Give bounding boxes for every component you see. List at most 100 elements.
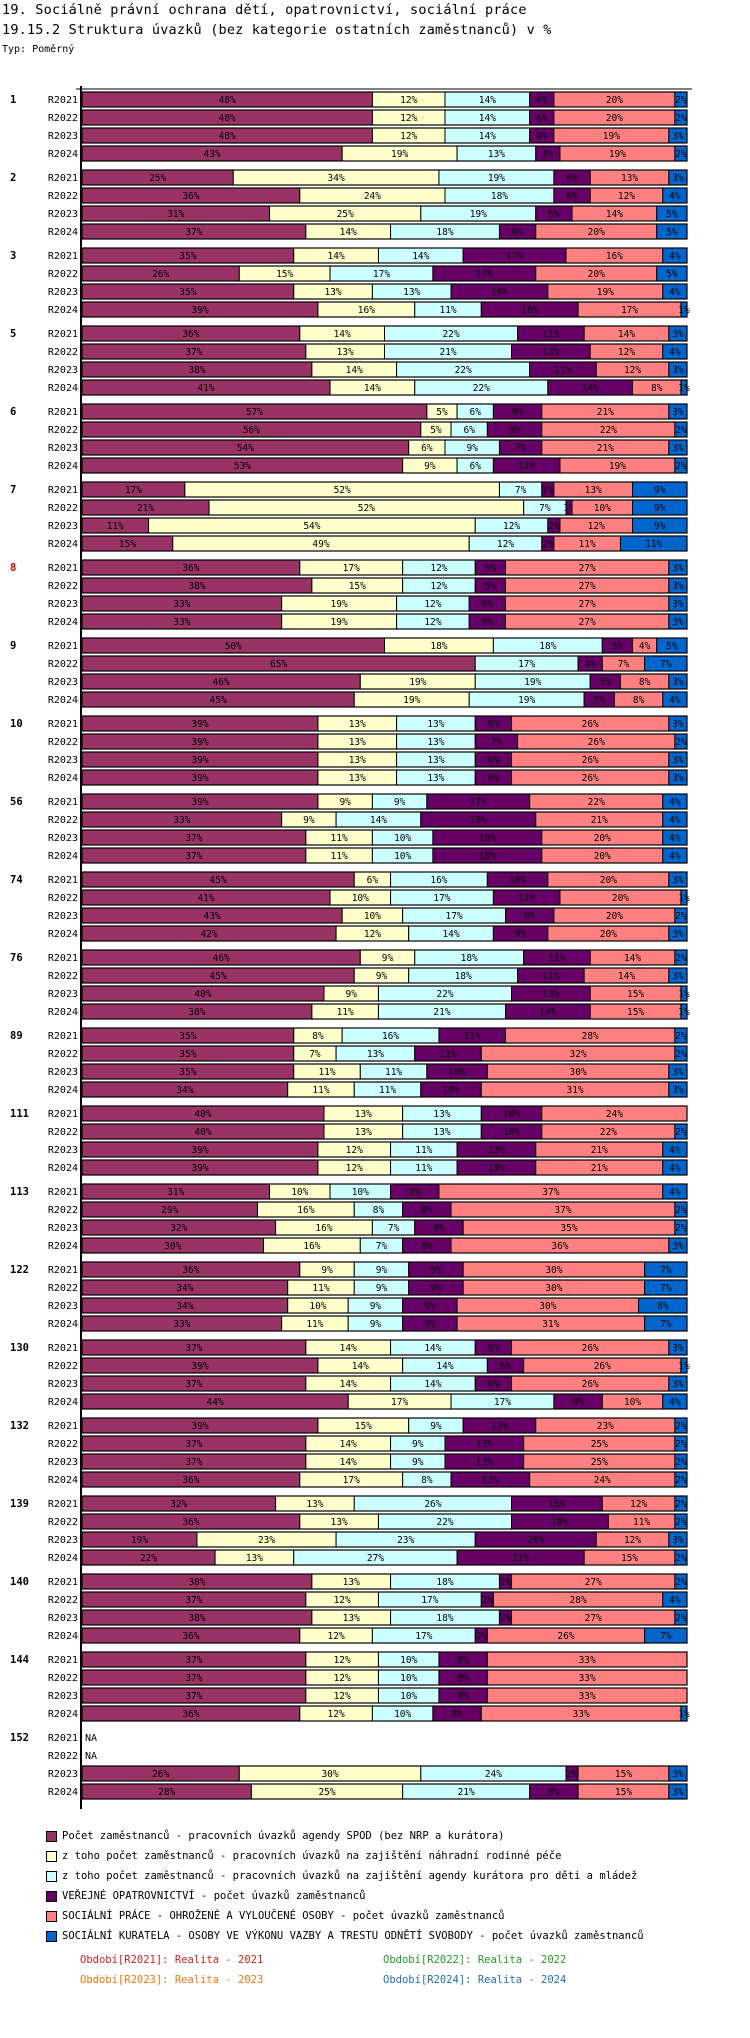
bar-value-label: 13% [476,1457,493,1468]
bar-outline [81,283,688,300]
bar-value-label: 3% [672,719,684,730]
period-label: R2021 [48,95,78,106]
bar-value-label: 13% [355,1109,372,1120]
period-label: R2021 [48,173,78,184]
bar-value-label: 4% [669,347,681,358]
legend-swatch [46,1850,57,1862]
bar-value-label: 18% [436,227,453,238]
bar-value-label: 19% [609,461,626,472]
period-label: R2022 [48,191,78,202]
bar-value-label: 16% [430,875,447,886]
bar-value-label: 34% [176,1301,193,1312]
bar-outline [81,1315,688,1332]
bar-value-label: 13% [427,773,444,784]
bar-value-label: 4% [669,1187,681,1198]
bar-value-label: 14% [618,971,635,982]
bar-value-label: 13% [337,347,354,358]
bar-value-label: 24% [485,1769,502,1780]
legend-swatch [46,1870,57,1882]
bar-value-label: 14% [334,329,351,340]
bar-value-label: 10% [400,1655,417,1666]
bar-value-label: 22% [455,365,472,376]
period-label: R2023 [48,1535,78,1546]
bar-value-label: 15% [119,539,136,550]
bar-value-label: 4% [669,797,681,808]
bar-value-label: 22% [473,383,490,394]
bar-outline [81,187,688,204]
bar-value-label: 2% [675,149,687,160]
bar-value-label: 10% [442,1085,459,1096]
bar-value-label: 38% [188,581,205,592]
bar-value-label: 12% [334,1595,351,1606]
bar-value-label: 27% [579,563,596,574]
period-label: R2022 [48,269,78,280]
bar-value-label: 12% [364,929,381,940]
period-label: R2024 [48,461,78,472]
bar-value-label: 53% [234,461,251,472]
bar-outline [81,361,688,378]
bar-value-label: 12% [624,1535,641,1546]
bar-outline [81,145,688,162]
bar-value-label: 44% [207,1397,224,1408]
period-label: R2022 [48,893,78,904]
bar-value-label: 8% [633,695,645,706]
bar-value-label: 4% [639,641,651,652]
bar-value-label: 12% [328,1631,345,1642]
period-label: R2021 [48,719,78,730]
bar-value-label: 16% [521,305,538,316]
bar-value-label: 13% [324,287,341,298]
bar-value-label: 49% [312,539,329,550]
bar-outline [81,793,688,810]
bar-value-label: 14% [624,953,641,964]
bar-value-label: 14% [424,1343,441,1354]
bar-outline [81,1531,688,1548]
bar-value-label: 37% [185,1343,202,1354]
bar-value-label: 5% [666,641,678,652]
bar-value-label: 16% [358,305,375,316]
bar-value-label: 19% [603,131,620,142]
period-label: R2024 [48,1553,78,1564]
period-label: R2022 [48,737,78,748]
bar-value-label: 33% [173,617,190,628]
bar-value-label: 4% [669,851,681,862]
bar-value-label: 9% [515,929,527,940]
bar-value-label: 13% [349,773,366,784]
bar-value-label: 3% [672,755,684,766]
bar-value-label: 52% [334,485,351,496]
bar-outline [81,1705,688,1722]
period-legend-item: Období[R2023]: Realita - 2023 [80,1974,264,1986]
bar-value-label: 13% [349,719,366,730]
bar-value-label: 21% [591,1163,608,1174]
bar-value-label: 37% [185,1655,202,1666]
bar-value-label: 31% [542,1319,559,1330]
bar-value-label: 20% [600,875,617,886]
bar-value-label: 45% [210,695,227,706]
period-label: R2022 [48,659,78,670]
period-label: R2021 [48,1265,78,1276]
bar-value-label: 21% [433,1007,450,1018]
bar-value-label: 18% [430,641,447,652]
bar-value-label: 36% [182,1265,199,1276]
bar-value-label: 17% [445,911,462,922]
bar-value-label: 5% [612,641,624,652]
bar-outline [81,1105,688,1122]
bar-value-label: 15% [621,1553,638,1564]
legend-label: SOCIÁLNÍ PRÁCE - OHROŽENÉ A VYLOUČENÉ OS… [62,1910,505,1922]
bar-value-label: 41% [197,383,214,394]
period-label: R2022 [48,815,78,826]
bar-value-label: 19% [331,599,348,610]
bar-value-label: 17% [343,1475,360,1486]
bar-value-label: 8% [457,1655,469,1666]
bar-value-label: 1% [678,989,690,1000]
bar-value-label: 3% [672,1787,684,1798]
bar-value-label: 14% [340,1343,357,1354]
bar-value-label: 20% [606,113,623,124]
bar-value-label: 38% [188,365,205,376]
bar-value-label: 56% [243,425,260,436]
bar-outline [81,109,688,126]
bar-value-label: 16% [382,1031,399,1042]
bar-outline [81,559,688,576]
bar-value-label: 9% [430,1421,442,1432]
bar-value-label: 9% [424,461,436,472]
bar-value-label: 11% [331,833,348,844]
